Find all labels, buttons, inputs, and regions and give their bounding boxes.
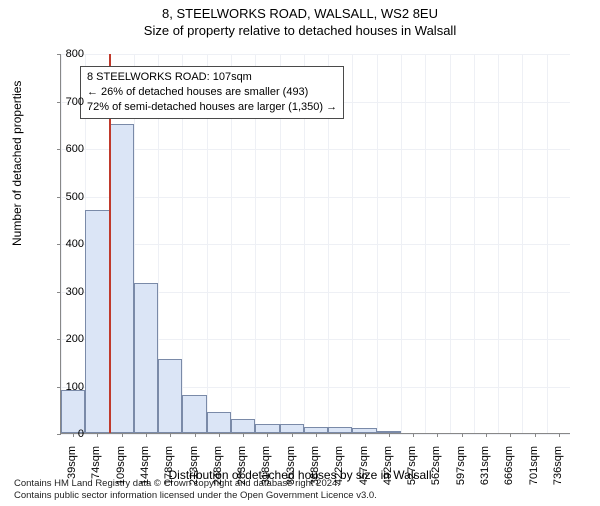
xtick-mark: [486, 433, 487, 437]
xtick-mark: [267, 433, 268, 437]
histogram-bar: [182, 395, 206, 433]
xtick-mark: [195, 433, 196, 437]
xtick-mark: [292, 433, 293, 437]
histogram-bar: [134, 283, 158, 433]
xtick-label: 597sqm: [455, 446, 467, 496]
histogram-bar: [207, 412, 231, 433]
histogram-bar: [158, 359, 182, 433]
gridline-vertical: [547, 54, 548, 433]
gridline-horizontal: [61, 54, 570, 55]
gridline-vertical: [401, 54, 402, 433]
histogram-bar: [110, 124, 134, 433]
gridline-vertical: [498, 54, 499, 433]
xtick-mark: [146, 433, 147, 437]
xtick-label: 562sqm: [430, 446, 442, 496]
xtick-label: 213sqm: [188, 446, 200, 496]
gridline-vertical: [377, 54, 378, 433]
xtick-label: 527sqm: [406, 446, 418, 496]
xtick-label: 353sqm: [285, 446, 297, 496]
annotation-line-2: ← 26% of detached houses are smaller (49…: [87, 85, 337, 100]
xtick-mark: [219, 433, 220, 437]
xtick-mark: [535, 433, 536, 437]
gridline-horizontal: [61, 149, 570, 150]
xtick-label: 109sqm: [115, 446, 127, 496]
ytick-label: 400: [44, 238, 84, 250]
xtick-mark: [340, 433, 341, 437]
xtick-label: 39sqm: [66, 446, 78, 496]
histogram-bar: [85, 210, 109, 433]
xtick-mark: [389, 433, 390, 437]
xtick-label: 318sqm: [260, 446, 272, 496]
xtick-label: 283sqm: [236, 446, 248, 496]
xtick-label: 492sqm: [382, 446, 394, 496]
annotation-line-1: 8 STEELWORKS ROAD: 107sqm: [87, 70, 337, 85]
xtick-mark: [437, 433, 438, 437]
xtick-mark: [413, 433, 414, 437]
histogram-bar: [255, 424, 279, 434]
gridline-vertical: [425, 54, 426, 433]
xtick-label: 736sqm: [552, 446, 564, 496]
ytick-label: 0: [44, 428, 84, 440]
ytick-label: 700: [44, 96, 84, 108]
xtick-label: 144sqm: [139, 446, 151, 496]
gridline-horizontal: [61, 244, 570, 245]
histogram-bar: [61, 390, 85, 433]
xtick-mark: [97, 433, 98, 437]
xtick-mark: [462, 433, 463, 437]
xtick-label: 701sqm: [528, 446, 540, 496]
xtick-mark: [510, 433, 511, 437]
xtick-mark: [365, 433, 366, 437]
xtick-label: 666sqm: [503, 446, 515, 496]
gridline-vertical: [450, 54, 451, 433]
gridline-vertical: [352, 54, 353, 433]
gridline-vertical: [522, 54, 523, 433]
annotation-box: 8 STEELWORKS ROAD: 107sqm ← 26% of detac…: [80, 66, 344, 119]
histogram-bar: [231, 419, 255, 433]
xtick-label: 388sqm: [309, 446, 321, 496]
xtick-mark: [559, 433, 560, 437]
xtick-label: 248sqm: [212, 446, 224, 496]
ytick-label: 600: [44, 143, 84, 155]
ytick-label: 200: [44, 333, 84, 345]
chart-subtitle: Size of property relative to detached ho…: [0, 23, 600, 38]
xtick-label: 457sqm: [358, 446, 370, 496]
xtick-label: 74sqm: [90, 446, 102, 496]
gridline-horizontal: [61, 197, 570, 198]
gridline-vertical: [474, 54, 475, 433]
annotation-line-3: 72% of semi-detached houses are larger (…: [87, 100, 337, 115]
chart-address-title: 8, STEELWORKS ROAD, WALSALL, WS2 8EU: [0, 6, 600, 21]
xtick-mark: [316, 433, 317, 437]
xtick-mark: [122, 433, 123, 437]
xtick-mark: [170, 433, 171, 437]
xtick-label: 631sqm: [479, 446, 491, 496]
histogram-bar: [280, 424, 304, 433]
xtick-label: 422sqm: [333, 446, 345, 496]
y-axis-label: Number of detached properties: [10, 81, 24, 246]
xtick-label: 178sqm: [163, 446, 175, 496]
ytick-label: 800: [44, 48, 84, 60]
ytick-label: 300: [44, 286, 84, 298]
ytick-label: 500: [44, 191, 84, 203]
ytick-label: 100: [44, 381, 84, 393]
xtick-mark: [243, 433, 244, 437]
